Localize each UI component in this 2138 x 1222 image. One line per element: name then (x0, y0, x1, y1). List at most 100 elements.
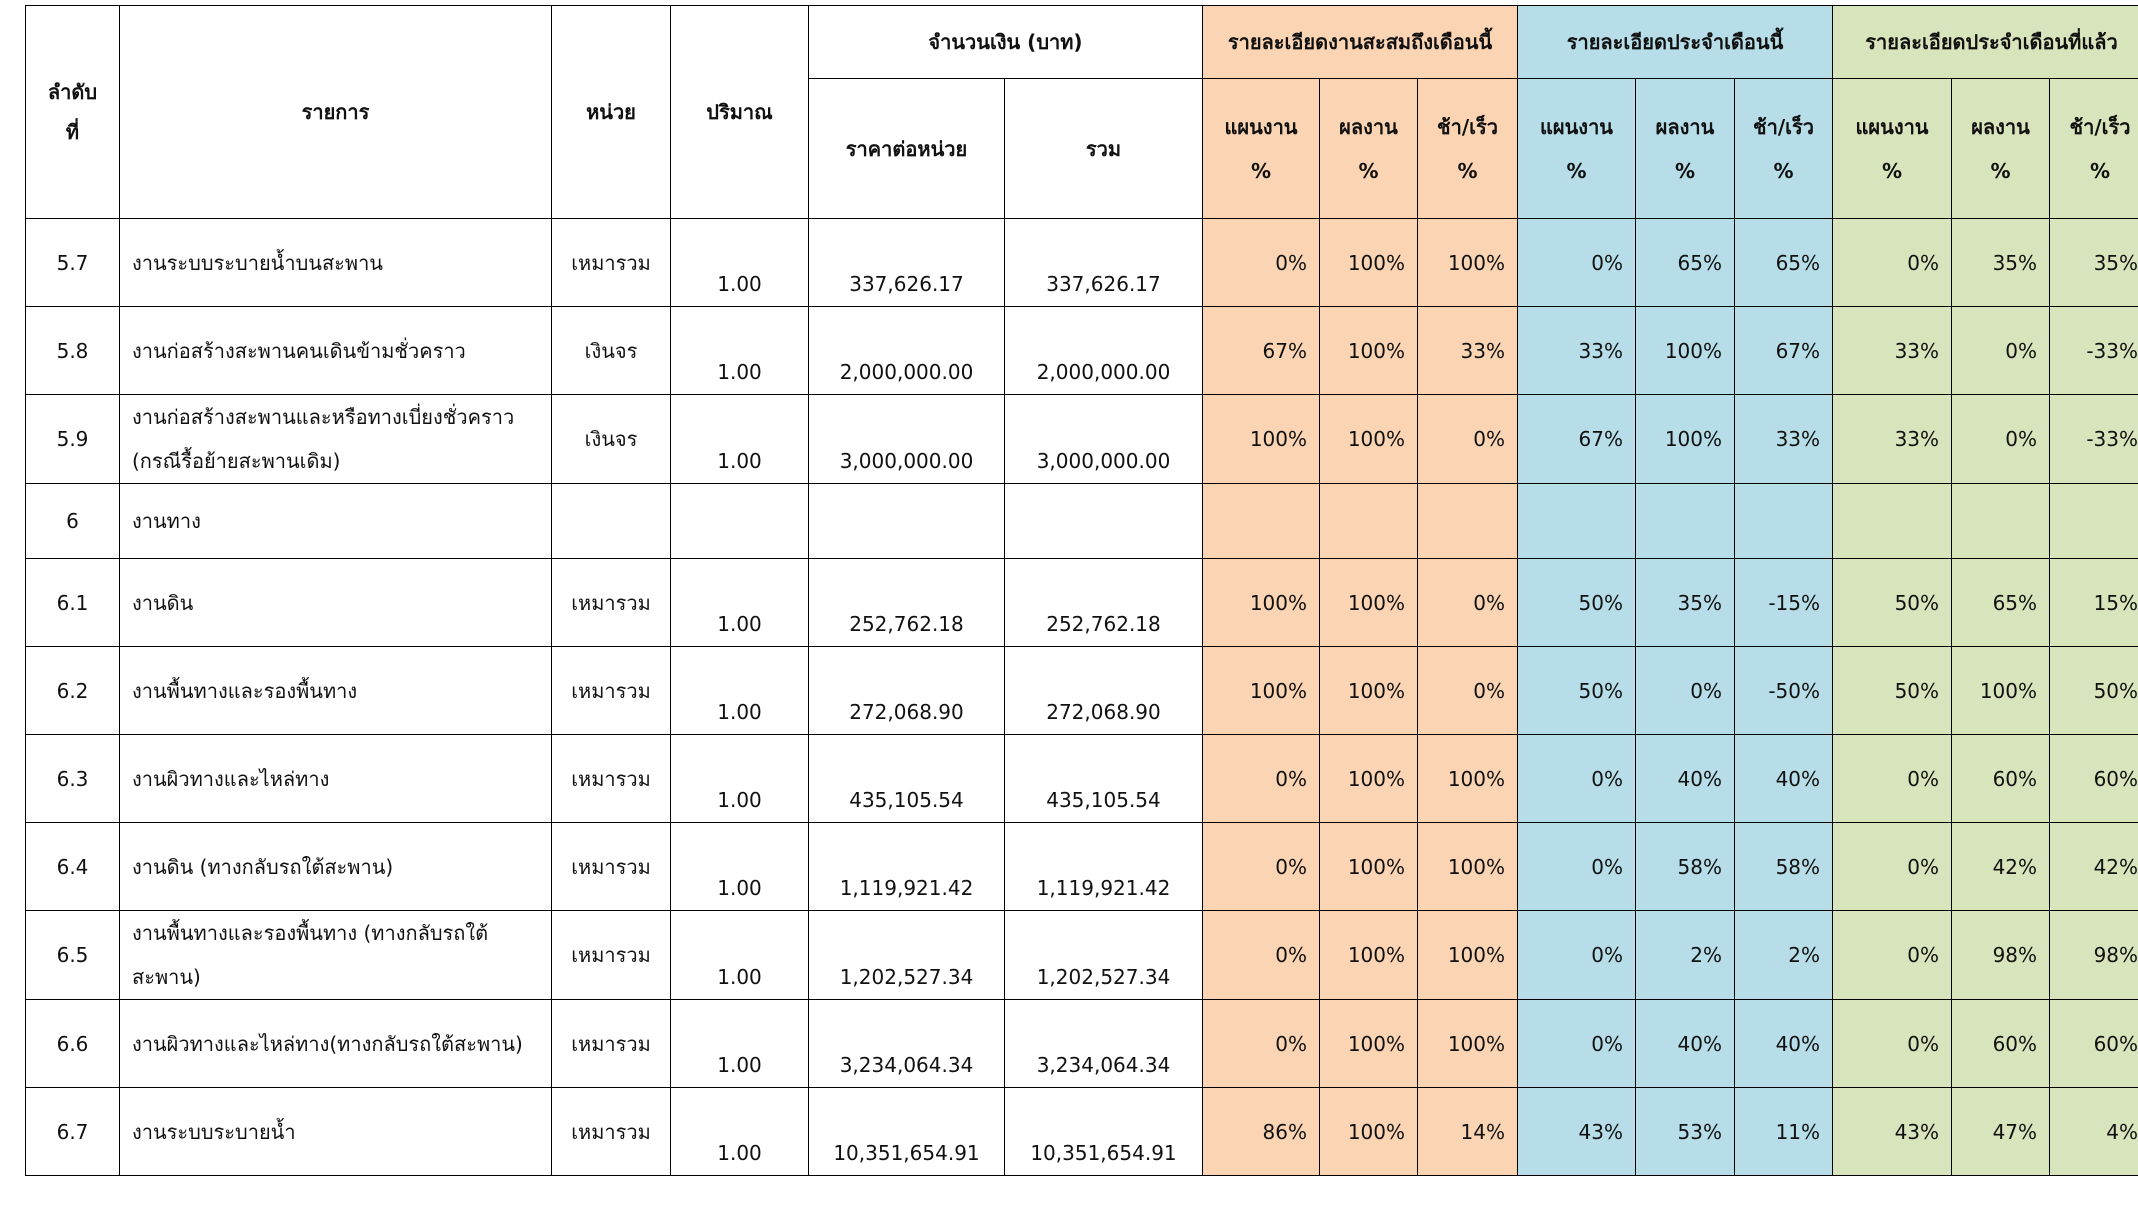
cell-unit: เงินจร (551, 394, 671, 484)
cell-pct-diff: -33% (2049, 394, 2138, 484)
cell-pct-result: 100% (1319, 999, 1418, 1088)
cell-item: งานดิน (119, 558, 552, 647)
cell-pct-result: 35% (1635, 558, 1735, 647)
cell-pct-result: 53% (1635, 1087, 1735, 1176)
cell-seq: 5.9 (25, 394, 120, 484)
table-body: 5.7 งานระบบระบายน้ำบนสะพาน เหมารวม 1.00 337,… (25, 218, 2138, 1176)
cell-pct-diff: 35% (2049, 218, 2138, 307)
cell-pct-diff: 100% (1417, 734, 1518, 823)
cell-pct-plan: 100% (1202, 646, 1320, 735)
cell-pct-result: 60% (1951, 999, 2051, 1088)
header-sub-diff: ช้า/เร็ว % (1733, 78, 1834, 219)
cell-pct-result: 100% (1951, 646, 2051, 735)
cell-unit-price: 435,105.54 (808, 734, 1005, 823)
cell-pct-result: 100% (1319, 394, 1418, 484)
cell-pct-plan: 50% (1517, 646, 1636, 735)
cell-pct-diff: 33% (1417, 306, 1518, 395)
header-sub-plan: แผนงาน % (1202, 78, 1320, 219)
cell-pct-diff: -50% (1733, 646, 1834, 735)
cell-unit: เหมารวม (551, 734, 671, 823)
header-row-1: ลำดับ ที่ รายการ หน่วย ปริมาณ จำนวนเงิน … (25, 5, 2138, 219)
header-last-month: รายละเอียดประจำเดือนที่แล้ว (1832, 5, 2138, 79)
cell-pct-diff: 100% (1417, 822, 1518, 911)
cell-unit-price: 2,000,000.00 (808, 306, 1005, 395)
cell-pct-plan: 0% (1517, 218, 1636, 307)
table-row: 6.4 งานดิน (ทางกลับรถใต้สะพาน) เหมารวม 1.00… (25, 822, 2138, 911)
cell-qty: 1.00 (670, 734, 809, 823)
cell-pct-result: 0% (1951, 306, 2051, 395)
cell-total: 272,068.90 (1004, 646, 1203, 735)
cell-pct-result: 60% (1951, 734, 2051, 823)
cell-pct-diff: 11% (1733, 1087, 1834, 1176)
cell-pct-diff: 65% (1733, 218, 1834, 307)
progress-table: ลำดับ ที่ รายการ หน่วย ปริมาณ จำนวนเงิน … (25, 5, 2138, 1176)
cell-pct-plan: 50% (1517, 558, 1636, 647)
cell-pct-plan: 100% (1202, 394, 1320, 484)
cell-qty: 1.00 (670, 218, 809, 307)
cell-unit-price: 1,119,921.42 (808, 822, 1005, 911)
cell-item: งานพื้นทางและรองพื้นทาง (119, 646, 552, 735)
cell-pct-plan: 0% (1832, 734, 1953, 823)
cell-qty: 1.00 (670, 558, 809, 647)
header-total: รวม (1004, 78, 1203, 219)
cell-item: งานผิวทางและไหล่ทาง (119, 734, 552, 823)
cell-pct-plan: 0% (1832, 999, 1953, 1088)
cell-pct-plan: 0% (1832, 910, 1953, 1000)
header-sub-plan: แผนงาน % (1517, 78, 1636, 219)
cell-unit: เหมารวม (551, 558, 671, 647)
cell-pct-result: 100% (1635, 394, 1735, 484)
cell-pct-diff: 14% (1417, 1087, 1518, 1176)
cell-pct-plan: 0% (1517, 910, 1636, 1000)
cell-pct-result: 100% (1319, 306, 1418, 395)
header-sub-diff: ช้า/เร็ว % (1417, 78, 1518, 219)
table-row: 6.1 งานดิน เหมารวม 1.00 252,762.18 252,762.18… (25, 558, 2138, 647)
cell-unit-price (808, 483, 1005, 559)
cell-pct-diff: 50% (2049, 646, 2138, 735)
cell-pct-diff: 67% (1733, 306, 1834, 395)
cell-unit: เหมารวม (551, 218, 671, 307)
cell-total: 3,000,000.00 (1004, 394, 1203, 484)
table-row: 6.7 งานระบบระบายน้ำ เหมารวม 1.00 10,351,654.… (25, 1087, 2138, 1176)
table-row: 6 งานทาง (25, 483, 2138, 559)
header-item: รายการ (119, 5, 552, 219)
cell-pct-plan: 0% (1832, 822, 1953, 911)
cell-pct-result: 42% (1951, 822, 2051, 911)
cell-pct-diff: -33% (2049, 306, 2138, 395)
cell-total (1004, 483, 1203, 559)
header-cumulative: รายละเอียดงานสะสมถึงเดือนนี้ (1202, 5, 1518, 79)
cell-pct-result: 47% (1951, 1087, 2051, 1176)
cell-seq: 6.1 (25, 558, 120, 647)
cell-qty: 1.00 (670, 999, 809, 1088)
cell-pct-plan: 0% (1517, 999, 1636, 1088)
cell-unit: เงินจร (551, 306, 671, 395)
cell-pct-diff: 60% (2049, 999, 2138, 1088)
cell-total: 337,626.17 (1004, 218, 1203, 307)
cell-pct-result: 35% (1951, 218, 2051, 307)
cell-pct-result: 2% (1635, 910, 1735, 1000)
cell-unit-price: 337,626.17 (808, 218, 1005, 307)
cell-pct-diff (2049, 483, 2138, 559)
table-row: 6.6 งานผิวทางและไหล่ทาง(ทางกลับรถใต้สะพาน… (25, 999, 2138, 1088)
cell-unit-price: 3,234,064.34 (808, 999, 1005, 1088)
cell-seq: 6.5 (25, 910, 120, 1000)
cell-qty: 1.00 (670, 822, 809, 911)
cell-pct-result: 65% (1635, 218, 1735, 307)
cell-pct-diff (1733, 483, 1834, 559)
cell-seq: 6.4 (25, 822, 120, 911)
cell-unit-price: 1,202,527.34 (808, 910, 1005, 1000)
cell-pct-diff: 98% (2049, 910, 2138, 1000)
cell-pct-plan: 86% (1202, 1087, 1320, 1176)
cell-pct-diff: 100% (1417, 218, 1518, 307)
header-seq: ลำดับ ที่ (25, 5, 120, 219)
cell-pct-diff: 0% (1417, 394, 1518, 484)
cell-qty: 1.00 (670, 910, 809, 1000)
cell-pct-diff: 40% (1733, 999, 1834, 1088)
cell-seq: 6.7 (25, 1087, 120, 1176)
cell-unit: เหมารวม (551, 1087, 671, 1176)
header-qty: ปริมาณ (670, 5, 809, 219)
cell-pct-diff: 15% (2049, 558, 2138, 647)
cell-qty: 1.00 (670, 1087, 809, 1176)
cell-item: งานระบบระบายน้ำบนสะพาน (119, 218, 552, 307)
table-row: 6.2 งานพื้นทางและรองพื้นทาง เหมารวม 1.00 272… (25, 646, 2138, 735)
cell-pct-result: 40% (1635, 999, 1735, 1088)
